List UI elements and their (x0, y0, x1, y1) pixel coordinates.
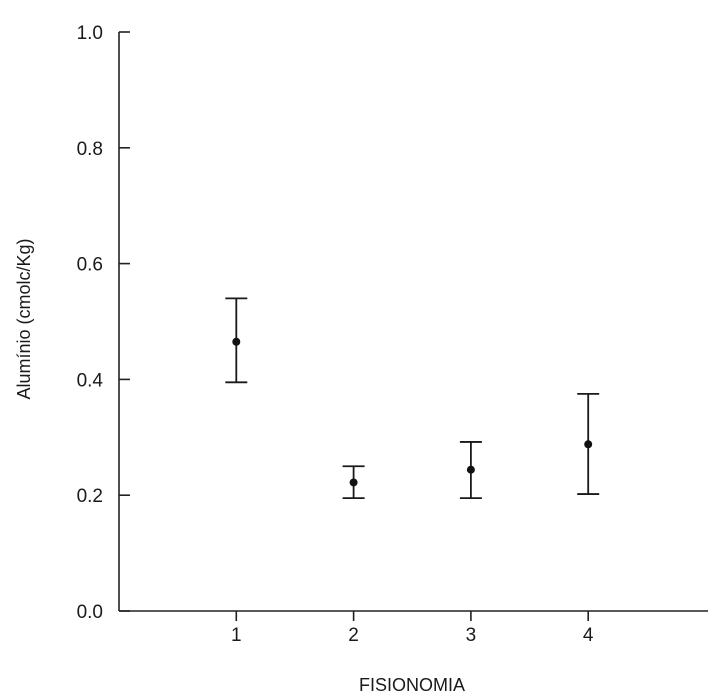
x-tick-label: 2 (348, 625, 359, 646)
data-points (225, 297, 600, 499)
x-axis-title: FISIONOMIA (359, 675, 465, 695)
y-axis-title: Alumínio (cmolc/Kg) (14, 238, 34, 399)
data-point (232, 337, 241, 346)
data-point (349, 478, 358, 487)
data-point (584, 440, 593, 449)
data-point-group (225, 297, 248, 384)
data-point-group (342, 465, 365, 499)
y-tick-label: 0.4 (77, 370, 104, 391)
data-point-group (459, 441, 482, 499)
y-tick-label: 0.8 (77, 139, 103, 160)
data-point-group (577, 392, 600, 495)
x-axis: 1 2 3 4 (119, 610, 708, 646)
x-tick-label: 1 (231, 625, 242, 646)
y-tick-label: 0.2 (77, 486, 103, 507)
data-point (466, 465, 475, 474)
y-tick-label: 1.0 (77, 23, 103, 44)
y-tick-label: 0.0 (77, 602, 103, 623)
y-tick-label: 0.6 (77, 255, 103, 276)
y-axis: 0.0 0.2 0.4 0.6 0.8 1.0 (77, 23, 130, 623)
x-tick-label: 3 (466, 625, 477, 646)
x-tick-label: 4 (583, 625, 594, 646)
